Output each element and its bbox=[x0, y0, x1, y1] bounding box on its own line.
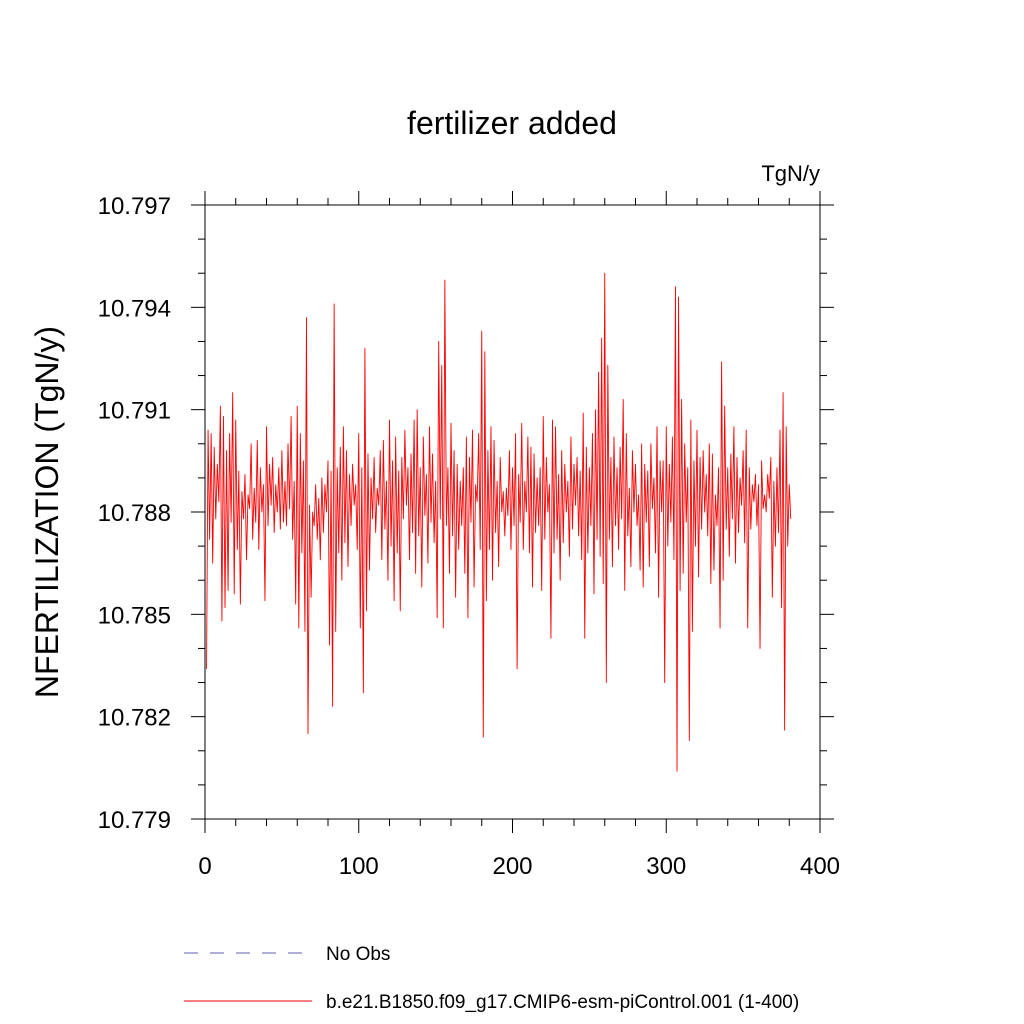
axis-ticks bbox=[191, 191, 834, 833]
y-tick-label: 10.791 bbox=[98, 398, 171, 425]
plot-frame bbox=[204, 204, 821, 820]
series-layer bbox=[206, 272, 792, 772]
legend: No Obs b.e21.B1850.f09_g17.CMIP6-esm-piC… bbox=[184, 944, 799, 1013]
x-tick-label: 400 bbox=[800, 853, 840, 880]
units-label: TgN/y bbox=[761, 161, 820, 186]
x-tick-label: 300 bbox=[646, 853, 686, 880]
axis-tick-labels: 0 100 200 300 400 10.779 10.782 10.785 10.788 10.… bbox=[98, 193, 840, 880]
chart-title: fertilizer added bbox=[407, 105, 617, 141]
y-tick-label: 10.788 bbox=[98, 500, 171, 527]
x-tick-label: 200 bbox=[492, 853, 532, 880]
series-line-1 bbox=[206, 272, 792, 772]
y-tick-label: 10.794 bbox=[98, 295, 171, 322]
y-tick-label: 10.782 bbox=[98, 705, 171, 732]
y-tick-label: 10.797 bbox=[98, 193, 171, 220]
y-tick-label: 10.785 bbox=[98, 602, 171, 629]
y-tick-label: 10.779 bbox=[98, 807, 171, 834]
legend-label-piControl: b.e21.B1850.f09_g17.CMIP6-esm-piControl.… bbox=[326, 992, 799, 1013]
y-axis-label: NFERTILIZATION (TgN/y) bbox=[29, 326, 65, 698]
x-tick-label: 100 bbox=[339, 853, 379, 880]
x-tick-label: 0 bbox=[198, 853, 211, 880]
legend-label-no-obs: No Obs bbox=[326, 944, 390, 965]
